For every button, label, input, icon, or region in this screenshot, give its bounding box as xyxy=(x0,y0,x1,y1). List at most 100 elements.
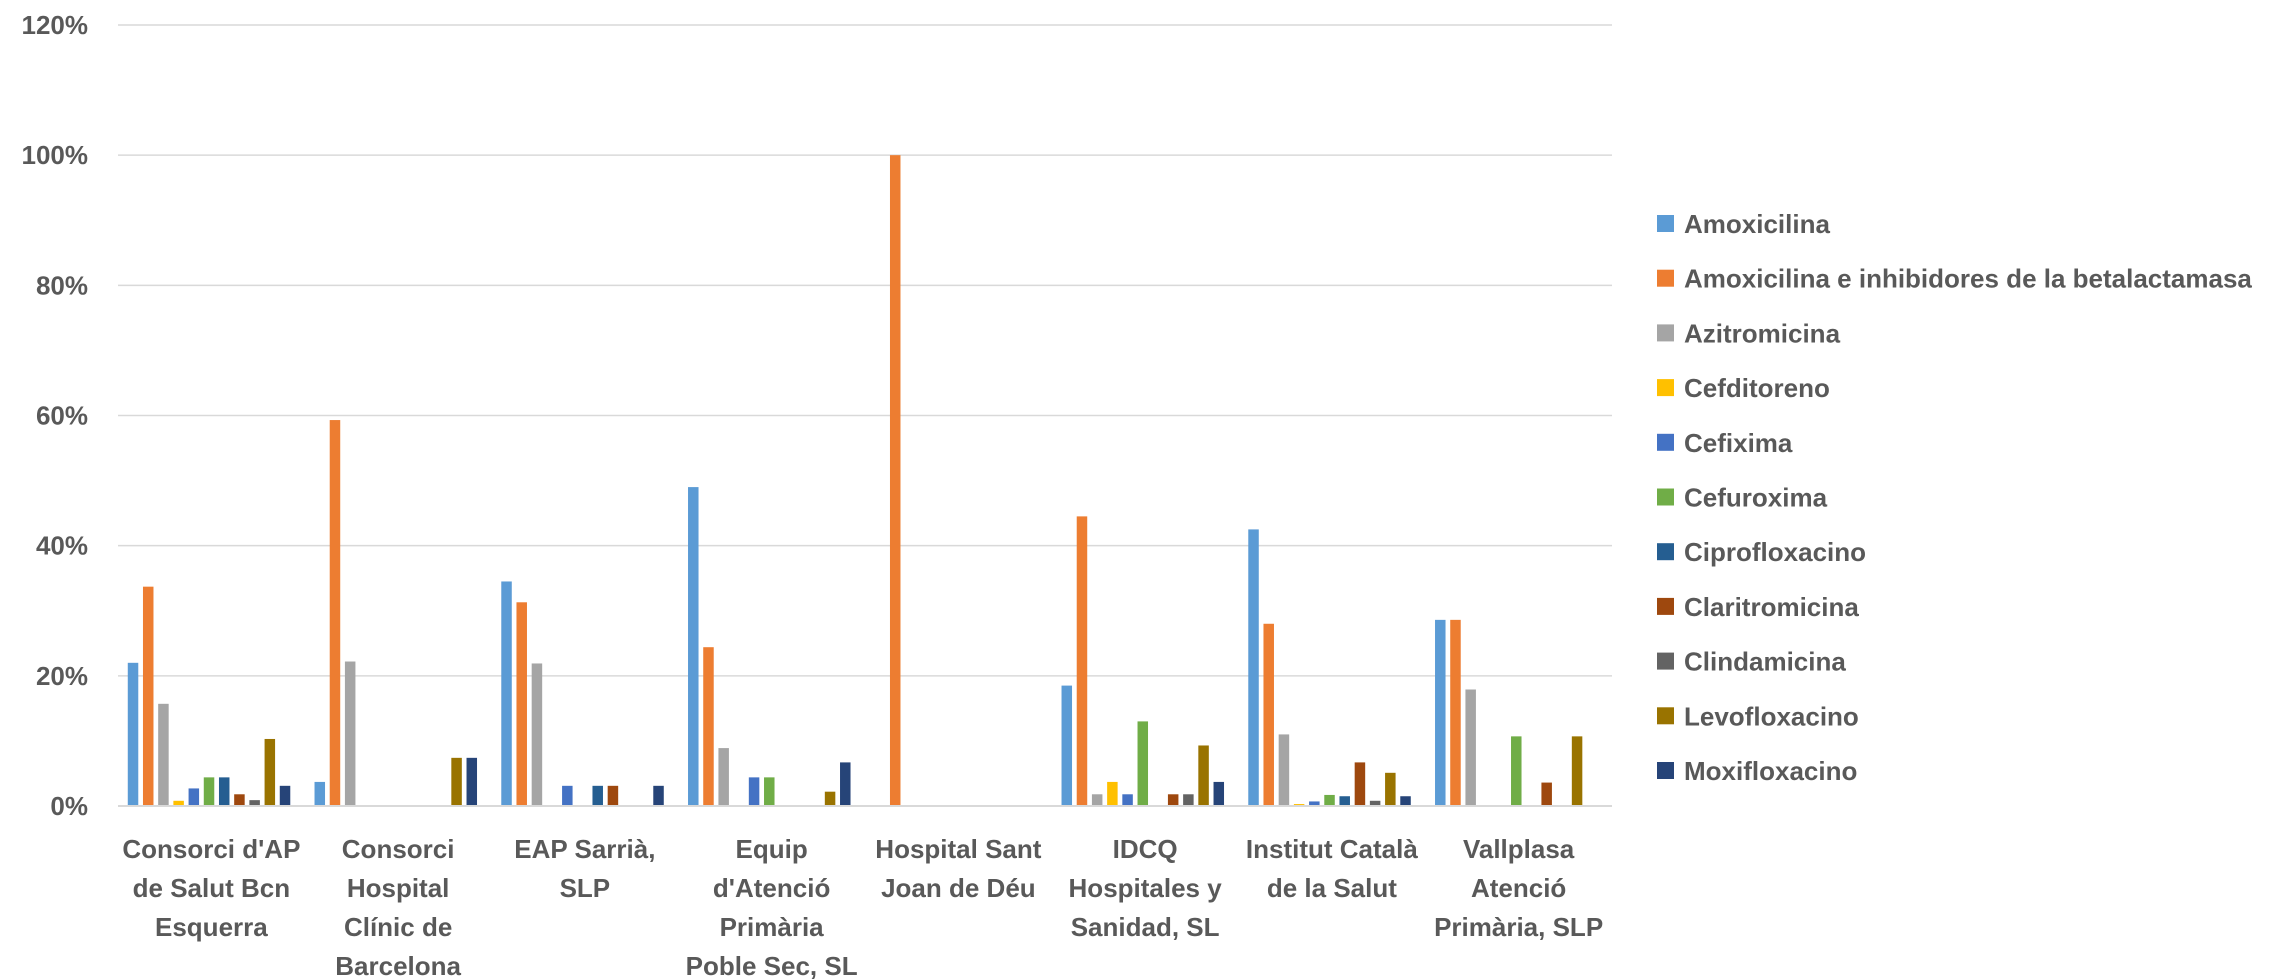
legend-swatch xyxy=(1657,215,1674,232)
legend-item: Moxifloxacino xyxy=(1657,756,1857,786)
x-category-label-line: Primària xyxy=(720,912,825,942)
bar-azitromicina xyxy=(1278,734,1290,806)
legend-label: Ciprofloxacino xyxy=(1684,537,1866,567)
bar-amoxicilina-e-inhibidores-de-la-betalactamasa xyxy=(142,586,154,806)
legend-item: Amoxicilina xyxy=(1657,209,1830,239)
legend-item: Ciprofloxacino xyxy=(1657,537,1866,567)
bar-amoxicilina-e-inhibidores-de-la-betalactamasa xyxy=(703,647,714,806)
y-axis-tick-labels: 0% 20% 40% 60% 80% 100% 120% xyxy=(22,10,89,821)
bar-claritromicina xyxy=(234,794,245,806)
bar-claritromicina xyxy=(1541,782,1552,806)
x-category-label: Vallplasa Atenció Primària, SLP xyxy=(1434,834,1603,942)
y-tick-label: 40% xyxy=(36,531,88,561)
legend-label: Cefditoreno xyxy=(1684,373,1830,403)
bar-amoxicilina-e-inhibidores-de-la-betalactamasa xyxy=(1450,619,1461,806)
bar-clindamicina xyxy=(1183,794,1194,806)
bar-amoxicilina xyxy=(314,781,326,806)
x-category-label-line: Institut Català xyxy=(1246,834,1418,864)
legend-swatch xyxy=(1657,324,1674,342)
legend-item: Clindamicina xyxy=(1657,647,1846,677)
x-category-label-line: Sanidad, SL xyxy=(1071,912,1220,942)
bar-moxifloxacino xyxy=(1400,796,1411,806)
x-category-label-line: Consorci xyxy=(342,834,455,864)
legend-item: Amoxicilina e inhibidores de la betalact… xyxy=(1657,264,2252,294)
x-category-label: Hospital Sant Joan de Déu xyxy=(875,834,1041,903)
legend-item: Azitromicina xyxy=(1657,318,1841,348)
bar-clindamicina xyxy=(1369,800,1381,806)
bar-amoxicilina-e-inhibidores-de-la-betalactamasa xyxy=(889,155,901,806)
x-category-label: IDCQ Hospitales y Sanidad, SL xyxy=(1069,834,1223,942)
bar-moxifloxacino xyxy=(1213,781,1225,806)
x-category-label: Equip d'Atenció Primària Poble Sec, SL xyxy=(686,834,858,980)
bar-cefuroxima xyxy=(764,777,775,806)
x-category-label-line: Poble Sec, SL xyxy=(686,951,858,980)
x-category-label-line: d'Atenció xyxy=(713,873,830,903)
bar-amoxicilina xyxy=(1435,619,1446,806)
bar-cefuroxima xyxy=(1324,794,1335,806)
legend-swatch xyxy=(1657,652,1674,670)
y-tick-label: 20% xyxy=(36,661,88,691)
bar-cefuroxima xyxy=(1511,736,1522,806)
gridlines xyxy=(118,24,1612,677)
legend-item: Cefditoreno xyxy=(1657,373,1830,403)
bar-azitromicina xyxy=(718,748,729,806)
x-axis-category-labels: Consorci d'AP de Salut Bcn EsquerraConsorc… xyxy=(122,834,1603,980)
legend-label: Cefuroxima xyxy=(1684,483,1828,513)
bar-azitromicina xyxy=(1091,794,1103,806)
legend-label: Amoxicilina xyxy=(1684,209,1830,239)
legend-swatch xyxy=(1657,488,1674,506)
x-category-label-line: Clínic de xyxy=(344,912,452,942)
bar-amoxicilina-e-inhibidores-de-la-betalactamasa xyxy=(1076,516,1088,806)
bar-cefixima xyxy=(188,788,200,806)
bar-amoxicilina xyxy=(1061,685,1073,806)
x-category-label-line: IDCQ xyxy=(1113,834,1178,864)
legend-swatch xyxy=(1657,543,1674,561)
bar-amoxicilina xyxy=(127,662,139,806)
bar-levofloxacino xyxy=(824,791,836,806)
bar-cefditoreno xyxy=(1107,781,1118,806)
legend-label: Levofloxacino xyxy=(1684,701,1859,731)
x-category-label-line: Atenció xyxy=(1471,873,1566,903)
legend-swatch xyxy=(1657,762,1674,779)
bar-levofloxacino xyxy=(264,738,276,806)
x-category-label-line: Esquerra xyxy=(155,912,268,942)
bar-claritromicina xyxy=(1354,762,1366,806)
x-category-label-line: EAP Sarrià, xyxy=(514,834,655,864)
bar-amoxicilina xyxy=(501,581,512,806)
bar-azitromicina xyxy=(344,661,356,806)
x-category-label-line: Primària, SLP xyxy=(1434,912,1603,942)
legend-swatch xyxy=(1657,707,1674,725)
bar-cefixima xyxy=(1122,794,1133,806)
legend-label: Azitromicina xyxy=(1684,318,1841,348)
y-tick-label: 100% xyxy=(22,140,89,170)
bar-ciprofloxacino xyxy=(592,785,603,806)
bar-ciprofloxacino xyxy=(218,777,230,806)
bar-cefixima xyxy=(1309,801,1320,806)
bar-ciprofloxacino xyxy=(1339,796,1350,806)
y-tick-label: 60% xyxy=(36,401,88,431)
bar-cefixima xyxy=(562,785,573,806)
bar-moxifloxacino xyxy=(466,757,478,806)
x-category-label-line: Hospital xyxy=(347,873,450,903)
legend: Amoxicilina Amoxicilina e inhibidores de … xyxy=(1657,209,2252,786)
bars xyxy=(127,155,1583,806)
x-category-label-line: Joan de Déu xyxy=(881,873,1036,903)
x-category-label-line: Barcelona xyxy=(335,951,461,980)
bar-levofloxacino xyxy=(1385,772,1396,806)
x-category-label-line: Vallplasa xyxy=(1463,834,1575,864)
bar-amoxicilina-e-inhibidores-de-la-betalactamasa xyxy=(329,420,341,806)
x-category-label-line: de la Salut xyxy=(1267,873,1397,903)
bar-cefditoreno xyxy=(173,800,184,806)
legend-label: Claritromicina xyxy=(1684,592,1859,622)
legend-item: Cefuroxima xyxy=(1657,483,1828,513)
bar-claritromicina xyxy=(1167,794,1179,806)
x-category-label: Consorci Hospital Clínic de Barcelona xyxy=(335,834,461,980)
bar-levofloxacino xyxy=(451,757,462,806)
legend-label: Amoxicilina e inhibidores de la betalact… xyxy=(1684,264,2252,294)
bar-moxifloxacino xyxy=(653,785,664,806)
y-tick-label: 0% xyxy=(50,791,88,821)
x-category-label: Institut Català de la Salut xyxy=(1246,834,1418,903)
bar-amoxicilina xyxy=(1248,529,1259,806)
bar-levofloxacino xyxy=(1198,745,1209,806)
